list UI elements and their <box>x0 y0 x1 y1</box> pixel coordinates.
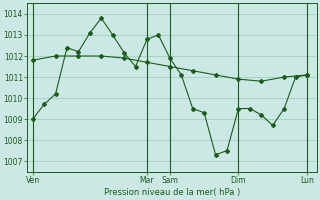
X-axis label: Pression niveau de la mer( hPa ): Pression niveau de la mer( hPa ) <box>104 188 240 197</box>
